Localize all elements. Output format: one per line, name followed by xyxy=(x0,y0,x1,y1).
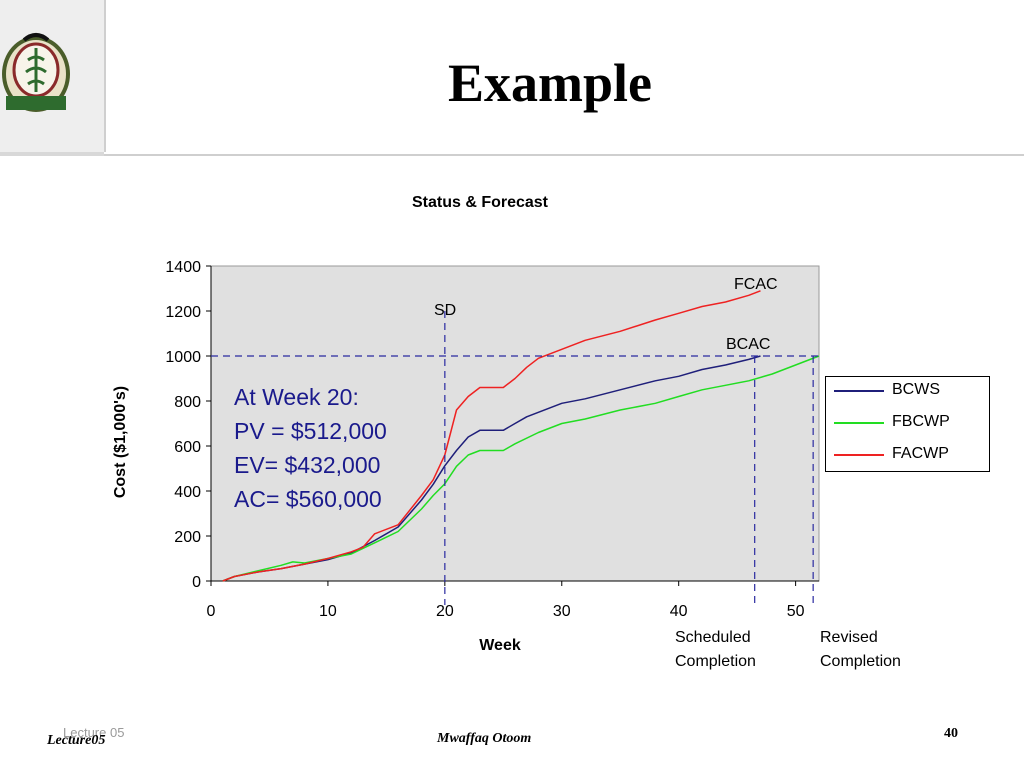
footer-author: Mwaffaq Otoom xyxy=(437,731,532,746)
annotation-line-ev: EV= $432,000 xyxy=(234,452,381,478)
series-line-facwp xyxy=(222,290,761,582)
x-tick-label: 20 xyxy=(436,603,454,620)
revised-completion-line2: Completion xyxy=(820,653,901,670)
scheduled-completion-line2: Completion xyxy=(675,653,756,670)
x-axis-title: Week xyxy=(479,637,521,654)
week20-annotation: At Week 20: PV = $512,000 EV= $432,000 A… xyxy=(234,380,387,516)
annotation-line-ac: AC= $560,000 xyxy=(234,486,382,512)
legend-swatch-fbcwp xyxy=(834,422,884,424)
scheduled-completion-label: Scheduled Completion xyxy=(675,626,756,674)
annotation-line-pv: PV = $512,000 xyxy=(234,418,387,444)
legend-swatch-bcws xyxy=(834,390,884,392)
logo-panel-shadow xyxy=(0,152,104,156)
legend-item-bcws: BCWS xyxy=(834,381,984,401)
chart-title: Status & Forecast xyxy=(411,194,549,211)
university-logo xyxy=(2,33,70,112)
footer-lecture: Lecture05 xyxy=(47,733,106,748)
x-tick-label: 10 xyxy=(319,603,337,620)
legend-item-facwp: FACWP xyxy=(834,445,984,465)
footer-lecture-ghost: Lecture 05 xyxy=(63,725,125,740)
revised-completion-label: Revised Completion xyxy=(820,626,901,674)
x-tick-label: 40 xyxy=(670,603,688,620)
y-tick-label: 1400 xyxy=(165,259,201,276)
x-tick-label: 0 xyxy=(207,603,216,620)
y-axis-title: Cost ($1,000's) xyxy=(112,385,129,499)
legend-item-fbcwp: FBCWP xyxy=(834,413,984,433)
scheduled-completion-line1: Scheduled xyxy=(675,629,751,646)
x-tick-label: 50 xyxy=(787,603,805,620)
page-number: 40 xyxy=(944,726,958,741)
title-rule xyxy=(104,154,1024,156)
legend-label-facwp: FACWP xyxy=(892,445,949,462)
fcac-label: FCAC xyxy=(734,276,778,293)
revised-completion-line1: Revised xyxy=(820,629,878,646)
slide-title: Example xyxy=(447,53,652,113)
logo-panel xyxy=(0,0,106,152)
legend-swatch-facwp xyxy=(834,454,884,456)
y-tick-label: 600 xyxy=(174,439,201,456)
legend-label-fbcwp: FBCWP xyxy=(892,413,950,430)
y-tick-label: 1200 xyxy=(165,304,201,321)
annotation-line-heading: At Week 20: xyxy=(234,384,359,410)
x-tick-label: 30 xyxy=(553,603,571,620)
y-tick-label: 200 xyxy=(174,529,201,546)
legend-label-bcws: BCWS xyxy=(892,381,940,398)
series-line-fbcwp xyxy=(222,355,820,582)
y-tick-label: 400 xyxy=(174,484,201,501)
y-tick-label: 800 xyxy=(174,394,201,411)
y-tick-label: 1000 xyxy=(165,349,201,366)
sd-label: SD xyxy=(434,302,457,319)
chart-legend: BCWS FBCWP FACWP xyxy=(825,376,990,472)
bcac-label: BCAC xyxy=(726,336,771,353)
y-tick-label: 0 xyxy=(192,574,201,591)
